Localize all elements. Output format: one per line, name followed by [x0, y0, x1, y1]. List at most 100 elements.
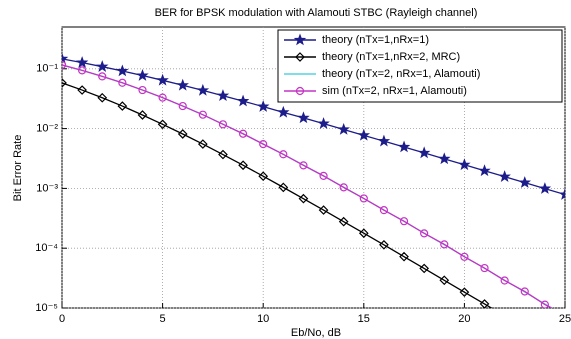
- marker: [176, 78, 189, 91]
- marker: [117, 101, 128, 111]
- marker: [359, 194, 368, 203]
- marker: [379, 206, 389, 215]
- marker: [78, 66, 87, 75]
- marker: [439, 275, 450, 286]
- y-tick-label: 10⁻⁵: [35, 302, 58, 314]
- marker: [116, 64, 129, 77]
- marker: [196, 83, 210, 96]
- y-tick-label: 10⁻⁴: [35, 242, 58, 254]
- marker: [460, 252, 469, 261]
- marker: [278, 182, 289, 193]
- marker: [158, 93, 167, 102]
- marker: [358, 228, 369, 239]
- marker: [138, 85, 147, 95]
- marker: [438, 152, 451, 165]
- marker: [293, 33, 307, 46]
- marker: [295, 52, 305, 62]
- marker: [318, 205, 329, 215]
- x-tick-label: 25: [559, 313, 571, 325]
- legend: theory (nTx=1,nRx=1) theory (nTx=1,nRx=2,…: [277, 29, 563, 103]
- marker: [479, 299, 490, 308]
- marker: [298, 193, 309, 204]
- marker: [62, 52, 69, 65]
- marker: [459, 287, 470, 298]
- marker: [77, 85, 87, 95]
- marker: [319, 171, 328, 180]
- marker: [136, 69, 149, 81]
- marker: [62, 78, 67, 88]
- marker: [317, 117, 330, 129]
- marker: [216, 89, 230, 101]
- marker: [417, 146, 431, 159]
- marker: [157, 119, 168, 130]
- marker: [198, 110, 207, 119]
- y-tick-label: 10⁻¹: [36, 63, 58, 75]
- marker: [238, 160, 248, 171]
- marker: [357, 128, 371, 141]
- marker: [379, 239, 389, 250]
- grid: 0 5 10 15 20 25 10⁻⁵ 10⁻⁴ 10⁻³ 10⁻² 10⁻¹: [35, 27, 571, 325]
- x-tick-label: 5: [160, 313, 166, 325]
- marker: [118, 78, 127, 87]
- marker: [258, 171, 269, 182]
- marker: [558, 188, 565, 200]
- marker: [377, 134, 391, 147]
- marker: [75, 56, 89, 68]
- marker: [337, 122, 350, 135]
- marker: [339, 183, 348, 192]
- marker: [500, 276, 509, 285]
- x-tick-label: 0: [59, 313, 65, 325]
- marker: [97, 92, 108, 103]
- series-line: [62, 82, 493, 308]
- marker: [540, 300, 549, 308]
- marker: [256, 100, 270, 112]
- marker: [259, 140, 268, 149]
- chart-title: BER for BPSK modulation with Alamouti ST…: [155, 7, 478, 19]
- marker: [501, 312, 509, 320]
- marker: [538, 182, 552, 194]
- marker: [521, 324, 529, 332]
- marker: [218, 149, 228, 160]
- marker: [277, 105, 290, 118]
- marker: [177, 129, 188, 139]
- legend-label: theory (nTx=1,nRx=2, MRC): [322, 51, 460, 63]
- marker: [520, 287, 529, 296]
- series-group: [62, 52, 565, 339]
- marker: [197, 139, 208, 149]
- legend-box: [277, 29, 563, 103]
- marker: [98, 72, 107, 81]
- y-tick-label: 10⁻²: [36, 123, 58, 135]
- x-tick-label: 15: [358, 313, 370, 325]
- marker: [399, 251, 409, 262]
- x-tick-label: 20: [458, 313, 470, 325]
- marker: [338, 216, 349, 227]
- marker: [458, 158, 471, 171]
- marker: [96, 60, 109, 72]
- marker: [498, 170, 511, 182]
- legend-label: theory (nTx=2, nRx=1, Alamouti): [322, 68, 480, 80]
- marker: [236, 94, 250, 107]
- marker: [478, 164, 491, 177]
- marker: [399, 217, 409, 226]
- marker: [518, 176, 531, 188]
- legend-label: sim (nTx=2, nRx=1, Alamouti): [322, 85, 467, 97]
- marker: [480, 263, 489, 273]
- marker: [156, 73, 169, 86]
- marker: [62, 60, 67, 70]
- x-axis-label: Eb/No, dB: [291, 327, 341, 339]
- legend-label: theory (nTx=1,nRx=1): [322, 34, 429, 46]
- x-tick-label: 10: [257, 313, 269, 325]
- marker: [297, 111, 310, 124]
- marker: [299, 161, 308, 170]
- marker: [419, 263, 430, 274]
- marker: [295, 86, 305, 96]
- marker: [238, 129, 248, 138]
- marker: [420, 229, 429, 238]
- marker: [541, 335, 549, 339]
- marker: [440, 240, 449, 249]
- marker: [218, 120, 228, 129]
- marker: [137, 110, 148, 120]
- marker: [397, 140, 411, 153]
- y-axis-label: Bit Error Rate: [12, 135, 24, 202]
